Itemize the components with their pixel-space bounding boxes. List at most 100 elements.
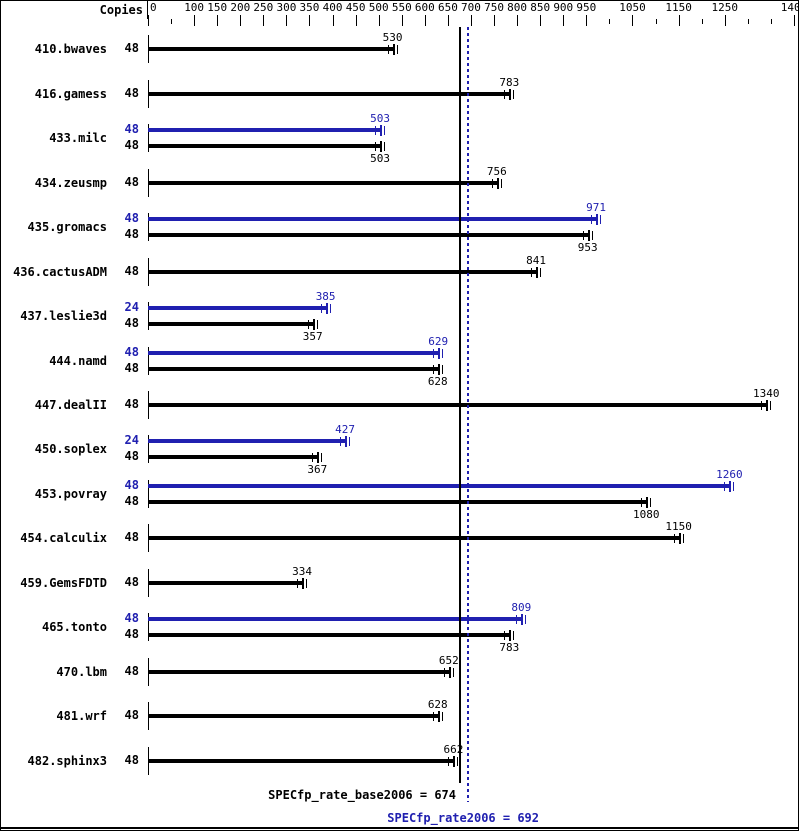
axis-tick-label: 150 — [207, 1, 228, 14]
axis-tick-label: 200 — [230, 1, 251, 14]
base-copies-value: 48 — [124, 360, 139, 375]
base-bar-cap — [302, 577, 305, 589]
axis-tick — [240, 15, 242, 26]
base-bar-cap — [509, 88, 512, 100]
run-marker — [452, 667, 454, 677]
base-value-label: 367 — [307, 463, 328, 477]
base-bar-cap — [587, 230, 590, 242]
benchmark-label: 444.namd — [49, 353, 107, 368]
base-copies-value: 48 — [124, 397, 139, 411]
axis-tick-label: 1250 — [711, 1, 739, 14]
axis-tick — [494, 15, 496, 26]
benchmark-label: 465.tonto — [41, 620, 107, 635]
run-marker — [316, 320, 318, 330]
base-bar — [148, 233, 588, 238]
base-copies-value: 48 — [124, 263, 139, 278]
base-value-label: 1340 — [753, 387, 780, 400]
peak-value-label: 1260 — [716, 467, 743, 481]
peak-copies-value: 48 — [124, 477, 139, 492]
base-copies-value: 48 — [124, 41, 139, 56]
peak-bar — [148, 483, 730, 488]
axis-left-border — [147, 1, 148, 19]
base-copies-value: 48 — [124, 449, 139, 464]
base-value-label: 334 — [292, 564, 313, 578]
base-bar-cap — [380, 141, 383, 153]
axis-tick — [701, 19, 703, 24]
run-marker — [513, 89, 515, 99]
axis-tick — [586, 15, 588, 26]
base-copies-value: 48 — [124, 227, 139, 242]
run-marker — [650, 497, 652, 507]
base-bar — [148, 758, 454, 763]
benchmark-label: 410.bwaves — [34, 42, 107, 57]
row-axis-tick — [148, 213, 149, 242]
base-value-label: 628 — [427, 374, 448, 388]
base-bar — [148, 269, 537, 274]
base-bar-cap — [392, 44, 395, 56]
footer-base-metric: SPECfp_rate_base2006 = 674 — [268, 788, 456, 802]
run-marker — [396, 45, 398, 55]
run-marker — [433, 348, 435, 358]
run-marker — [432, 712, 434, 722]
base-bar-cap — [496, 177, 499, 189]
run-marker — [673, 534, 675, 544]
base-bar-cap — [766, 400, 769, 411]
run-marker — [770, 401, 772, 410]
base-copies-value: 48 — [124, 663, 139, 678]
base-bar — [148, 91, 510, 96]
benchmark-label: 416.gamess — [34, 86, 107, 101]
axis-tick-label: 0 — [150, 1, 157, 14]
benchmark-label: 459.GemsFDTD — [20, 575, 107, 590]
base-copies-value: 48 — [124, 708, 139, 723]
peak-copies-value: 48 — [124, 344, 139, 359]
run-marker — [513, 631, 515, 641]
base-bar — [148, 47, 393, 52]
axis-tick — [447, 15, 449, 26]
axis-tick-label: 800 — [507, 1, 528, 14]
peak-value-label: 629 — [428, 334, 449, 348]
axis-tick-label: 850 — [530, 1, 551, 14]
peak-bar — [148, 128, 381, 133]
base-value-label: 1150 — [665, 520, 692, 534]
run-marker — [761, 401, 763, 410]
base-bar-cap — [317, 452, 320, 464]
axis-tick — [194, 15, 196, 26]
base-value-label: 530 — [382, 31, 403, 45]
base-bar-cap — [646, 496, 649, 508]
axis-tick-label: 400 — [322, 1, 343, 14]
run-marker — [329, 304, 331, 314]
base-bar — [148, 669, 449, 674]
axis-tick — [355, 15, 357, 26]
peak-bar-cap — [345, 436, 348, 448]
axis-tick — [517, 15, 519, 26]
run-marker — [448, 756, 450, 766]
run-marker — [384, 126, 386, 136]
peak-copies-value: 48 — [124, 611, 139, 626]
peak-bar-cap — [521, 614, 524, 626]
axis-tick — [655, 19, 657, 24]
axis-tick — [470, 15, 472, 26]
run-marker — [320, 304, 322, 314]
run-marker — [457, 756, 459, 766]
run-marker — [441, 364, 443, 374]
axis-tick — [747, 19, 749, 24]
benchmark-label: 454.calculix — [20, 531, 107, 546]
run-marker — [500, 178, 502, 188]
peak-bar — [148, 306, 326, 311]
peak-copies-value: 48 — [124, 211, 139, 226]
axis-tick-label: 550 — [391, 1, 412, 14]
axis-tick-label: 650 — [437, 1, 458, 14]
run-marker — [491, 178, 493, 188]
axis-tick — [424, 15, 426, 26]
peak-bar-cap — [729, 480, 732, 492]
base-bar-cap — [437, 711, 440, 723]
axis-tick — [724, 15, 726, 26]
axis-tick — [378, 15, 380, 26]
peak-bar-cap — [380, 125, 383, 137]
base-copies-value: 48 — [124, 627, 139, 642]
peak-value-label: 385 — [315, 290, 336, 304]
row-axis-tick — [148, 302, 149, 331]
axis-tick-label: 750 — [484, 1, 504, 14]
axis-tick-label: 1150 — [665, 1, 692, 14]
axis-tick — [309, 15, 311, 26]
